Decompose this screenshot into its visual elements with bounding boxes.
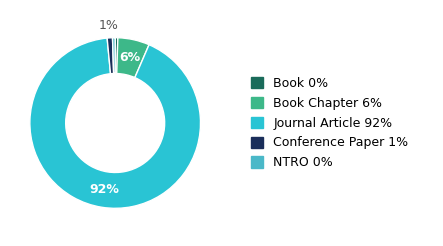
Wedge shape [107,38,113,74]
Text: 6%: 6% [119,51,140,64]
Wedge shape [113,38,115,74]
Wedge shape [115,38,118,74]
Text: 92%: 92% [89,183,120,196]
Wedge shape [30,38,201,208]
Text: 1%: 1% [99,19,119,31]
Wedge shape [117,38,149,77]
Legend: Book 0%, Book Chapter 6%, Journal Article 92%, Conference Paper 1%, NTRO 0%: Book 0%, Book Chapter 6%, Journal Articl… [248,74,411,172]
